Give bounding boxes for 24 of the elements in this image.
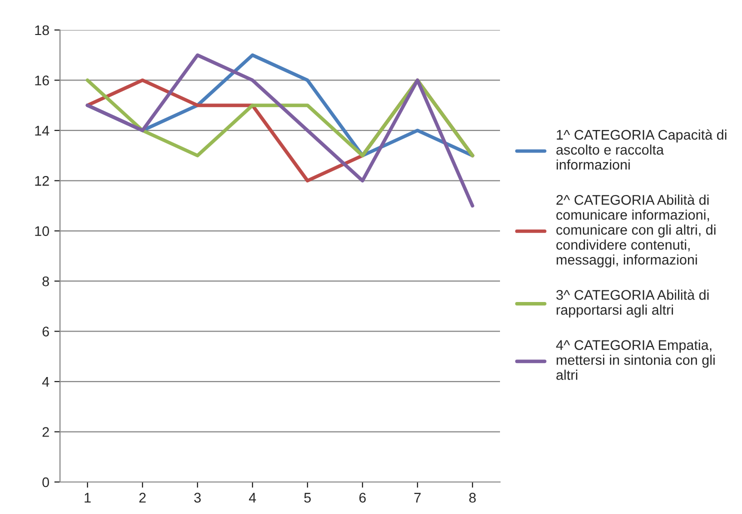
x-tick-label: 6 <box>359 492 366 503</box>
y-tick-label: 14 <box>35 126 50 136</box>
legend-label: 1^ CATEGORIA Capacità di ascolto e raccolta informazioni <box>556 129 726 170</box>
x-tick-label: 1 <box>84 492 91 502</box>
x-tick-label: 7 <box>414 492 421 502</box>
line-series <box>86 78 474 158</box>
x-tick-label: 2 <box>139 492 146 502</box>
y-tick-label: 18 <box>35 25 49 36</box>
line-series <box>86 53 474 208</box>
y-tick-label: 6 <box>42 326 49 337</box>
legend-label: 2^ CATEGORIA Abilità di comunicare informazioni, comunicare con gli altri, di condividere contenuti, messaggi, informazioni <box>556 194 716 268</box>
y-tick-label: 4 <box>42 377 50 387</box>
x-tick-label: 3 <box>194 492 201 503</box>
legend-label: 4^ CATEGORIA Empatia, mettersi in sintonia con gli altri <box>556 340 715 380</box>
y-tick-label: 16 <box>35 76 49 86</box>
x-tick-label: 5 <box>304 492 311 503</box>
y-tick-label: 10 <box>35 226 50 236</box>
legend-label: 3^ CATEGORIA Abilità di rapportarsi agli altri <box>556 289 709 318</box>
y-tick-label: 8 <box>42 276 49 286</box>
y-tick-label: 2 <box>42 427 49 437</box>
y-tick-label: 12 <box>35 176 49 186</box>
x-tick-label: 8 <box>469 492 476 503</box>
y-tick-label: 0 <box>42 477 50 488</box>
x-tick-label: 4 <box>248 492 256 502</box>
